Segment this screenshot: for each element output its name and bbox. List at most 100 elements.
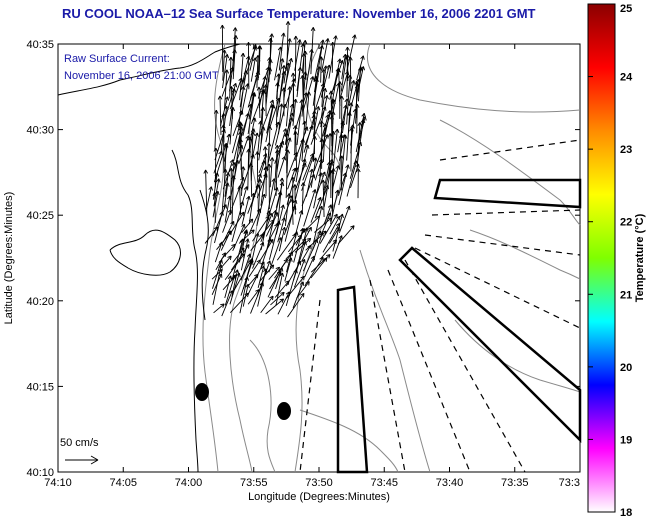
current-vector: [255, 55, 261, 88]
current-vector: [332, 235, 343, 259]
current-vector: [354, 103, 360, 134]
current-vector: [274, 144, 280, 190]
current-vector: [259, 264, 275, 282]
current-vector: [301, 71, 308, 117]
current-vector: [212, 172, 220, 200]
contour-line-5: [359, 249, 431, 473]
current-vector: [274, 280, 290, 298]
current-vector: [283, 137, 292, 160]
current-vector: [322, 158, 334, 199]
current-vector: [284, 132, 289, 174]
current-vector: [260, 295, 274, 314]
current-vector: [217, 95, 223, 135]
contour-line-7: [454, 319, 581, 393]
scale-vector: [65, 455, 99, 465]
x-tick-label: 73:35: [501, 477, 529, 489]
current-vector: [301, 174, 316, 207]
current-vector: [267, 121, 280, 165]
current-vector: [230, 162, 237, 187]
colorbar-tick-label: 22: [620, 217, 632, 229]
current-vector: [295, 158, 307, 200]
current-vector: [231, 201, 245, 243]
current-vector: [301, 244, 312, 262]
current-vector: [329, 170, 335, 215]
current-vector: [229, 272, 241, 305]
current-vector: [222, 49, 227, 81]
current-vector: [285, 149, 291, 199]
current-vector: [276, 143, 284, 172]
current-vector: [229, 107, 236, 145]
current-vector: [231, 238, 245, 281]
current-vector: [292, 281, 305, 309]
current-vector: [304, 256, 324, 287]
current-vector: [265, 298, 284, 315]
current-vector: [292, 184, 298, 215]
current-vector: [214, 241, 224, 263]
colorbar-tick-label: 21: [620, 289, 632, 301]
range-line-8: [439, 139, 581, 161]
transect-boxes: [336, 178, 582, 474]
colorbar-tick-label: 24: [620, 72, 633, 84]
current-vector: [301, 120, 307, 162]
current-vector: [204, 226, 219, 244]
current-vector: [248, 208, 262, 234]
current-vector: [260, 107, 266, 145]
current-vector: [274, 46, 283, 81]
current-vector: [255, 151, 260, 183]
current-vector: [232, 35, 239, 80]
current-vector: [314, 184, 329, 219]
current-vector: [224, 195, 232, 223]
current-vector: [241, 83, 250, 115]
current-vector: [348, 80, 356, 106]
current-vector: [221, 124, 226, 172]
current-vector: [346, 160, 358, 197]
current-vector: [292, 125, 298, 156]
current-vector: [232, 110, 244, 137]
coastline-bay: [109, 229, 181, 276]
current-vector: [241, 218, 254, 234]
contour-line-3: [202, 43, 226, 473]
current-vector: [240, 238, 250, 271]
current-vector: [311, 254, 331, 273]
current-vector: [338, 164, 350, 206]
current-vector: [213, 303, 225, 314]
current-vector: [230, 292, 250, 313]
x-tick-label: 74:05: [109, 477, 137, 489]
current-vector: [252, 242, 265, 269]
current-vector: [238, 229, 255, 244]
current-vector: [310, 157, 318, 188]
current-vector: [257, 120, 263, 156]
current-vector: [248, 192, 256, 225]
current-vector: [229, 159, 240, 200]
y-tick-label: 40:35: [26, 39, 54, 51]
current-vector: [251, 232, 260, 263]
current-vector: [265, 104, 276, 143]
range-line-1: [299, 299, 321, 473]
transect-box-south: [336, 285, 369, 474]
current-vector: [246, 42, 251, 90]
current-vector: [284, 257, 293, 282]
current-vector: [284, 193, 292, 227]
current-vector: [248, 259, 261, 278]
current-vector: [212, 259, 223, 289]
current-vector: [224, 275, 236, 306]
current-vector: [231, 175, 236, 224]
current-vector: [275, 103, 287, 146]
current-vector: [355, 168, 361, 199]
current-vector: [296, 99, 304, 146]
current-vector: [229, 168, 234, 215]
current-vector: [283, 38, 292, 84]
current-vector: [291, 82, 296, 117]
current-vector: [221, 290, 234, 317]
current-vector: [287, 292, 305, 318]
current-label-line1: Raw Surface Current:: [64, 53, 170, 65]
current-vector: [310, 196, 322, 223]
current-vector: [224, 275, 233, 299]
current-vector: [339, 155, 345, 191]
current-vector: [357, 118, 366, 161]
current-vector: [345, 54, 350, 98]
current-vector: [302, 238, 319, 272]
current-vector: [266, 163, 272, 210]
current-vector: [277, 291, 290, 315]
